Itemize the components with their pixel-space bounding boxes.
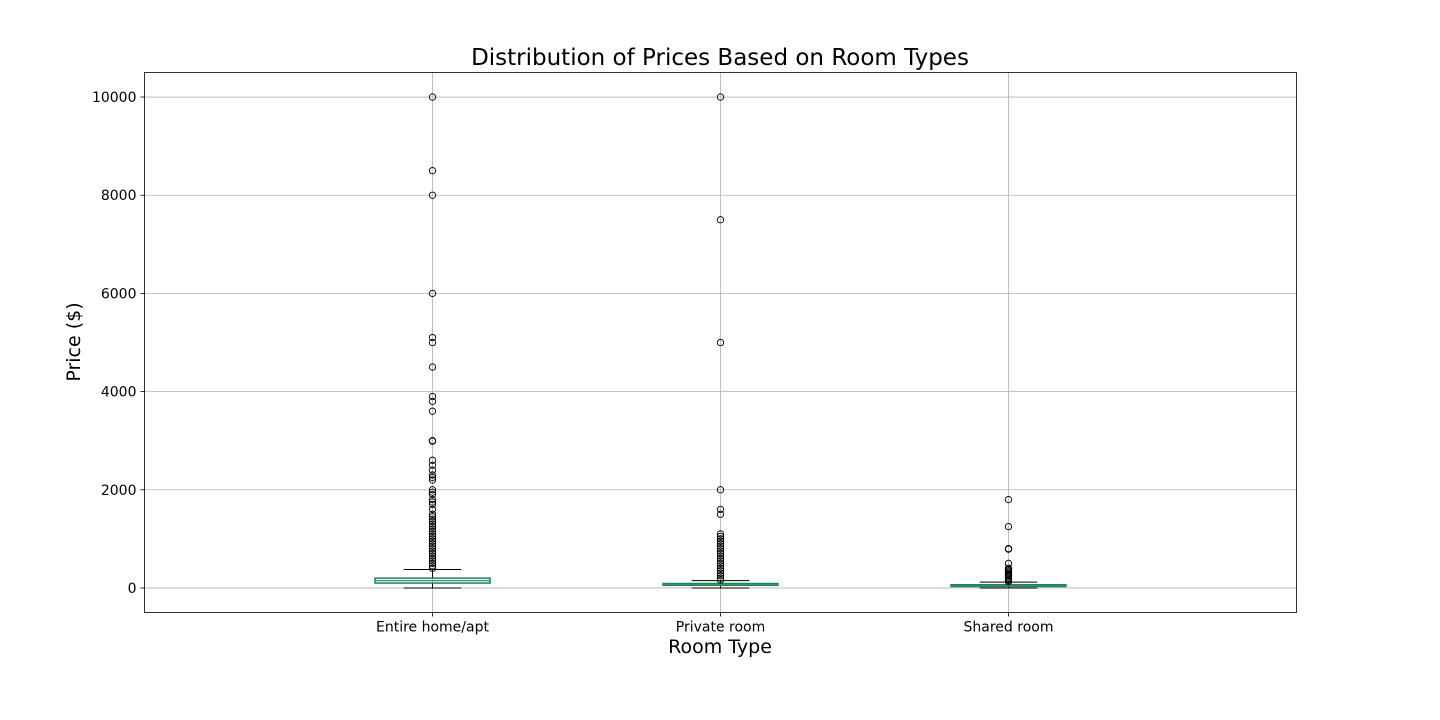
plot-frame <box>144 72 1297 613</box>
outlier-point <box>428 456 437 464</box>
x-tick-label: Private room <box>676 620 765 636</box>
outlier-point <box>428 338 437 347</box>
outlier-point <box>428 547 437 555</box>
outlier-point <box>428 554 437 563</box>
outlier-point <box>428 540 437 548</box>
outlier-point <box>716 216 725 224</box>
outlier-point <box>428 522 437 531</box>
outlier-point <box>428 537 437 545</box>
outlier-point <box>428 500 437 509</box>
axes: 0 2000 4000 6000 8000 10000 Entire home/apt Pri… <box>92 90 1054 635</box>
outlier-point <box>428 486 437 494</box>
outlier-point <box>716 559 725 568</box>
outlier-point <box>716 532 725 541</box>
outlier-point <box>428 392 437 401</box>
outlier-point <box>716 338 725 347</box>
outlier-point <box>428 530 437 538</box>
outlier-point <box>428 397 437 406</box>
outlier-point <box>716 486 725 494</box>
outlier-point <box>716 549 725 558</box>
outlier-point <box>428 471 437 479</box>
y-tick-label: 4000 <box>101 385 137 401</box>
outlier-point <box>428 461 437 469</box>
y-tick-label: 6000 <box>101 286 137 302</box>
y-tick-label: 8000 <box>101 188 137 204</box>
outlier-point <box>428 518 437 526</box>
outlier-point <box>428 407 437 415</box>
box-entire-home-apt <box>374 93 491 589</box>
outlier-point <box>1004 522 1013 531</box>
outlier-point <box>428 505 437 514</box>
outlier-point <box>428 525 437 533</box>
outlier-point <box>428 542 437 550</box>
outlier-point <box>428 564 437 572</box>
outlier-point <box>428 513 437 521</box>
outlier-point <box>716 554 725 563</box>
outlier-point <box>428 515 437 523</box>
outlier-point <box>716 547 725 555</box>
box-shared-room <box>950 495 1067 589</box>
outlier-point <box>1004 545 1013 553</box>
y-tick-label: 10000 <box>92 90 137 106</box>
outlier-point <box>428 495 437 504</box>
outlier-point <box>428 491 437 499</box>
outlier-point <box>428 510 437 518</box>
outlier-point <box>428 473 437 482</box>
outlier-point <box>716 510 725 518</box>
chart-title: Distribution of Prices Based on Room Typ… <box>471 45 969 71</box>
outlier-point <box>716 567 725 575</box>
outlier-point <box>716 505 725 514</box>
outlier-point <box>716 537 725 545</box>
outlier-point <box>716 545 725 553</box>
outlier-point <box>716 552 725 560</box>
outlier-point <box>428 93 437 101</box>
outlier-point <box>428 532 437 541</box>
outlier-point <box>716 574 725 582</box>
outlier-point <box>428 437 437 445</box>
outlier-point <box>428 476 437 484</box>
outlier-point <box>428 562 437 570</box>
grid-lines <box>144 72 1297 613</box>
outlier-point <box>716 557 725 565</box>
outlier-point <box>1004 495 1013 504</box>
outlier-point <box>428 363 437 371</box>
box-plot-series <box>374 93 1067 589</box>
outlier-point <box>428 559 437 568</box>
outlier-point <box>716 562 725 570</box>
outlier-point <box>428 557 437 565</box>
outlier-point <box>428 498 437 506</box>
outlier-point <box>716 540 725 548</box>
outlier-point <box>428 545 437 553</box>
outlier-point <box>716 564 725 572</box>
outlier-point <box>428 527 437 536</box>
outlier-point <box>428 333 437 342</box>
outlier-point <box>716 569 725 577</box>
outlier-point <box>428 191 437 199</box>
y-tick-label: 2000 <box>101 483 137 499</box>
x-axis-label: Room Type <box>668 636 772 658</box>
outlier-point <box>716 93 725 101</box>
box-private-room <box>662 93 779 589</box>
outlier-point <box>428 488 437 496</box>
y-tick-label: 0 <box>128 581 137 597</box>
outlier-point <box>428 552 437 560</box>
outlier-point <box>428 535 437 543</box>
outlier-point <box>716 535 725 543</box>
outlier-point <box>428 289 437 298</box>
outlier-point <box>428 167 437 175</box>
outlier-point <box>1004 577 1013 586</box>
outlier-point <box>428 520 437 528</box>
outlier-point <box>716 576 725 584</box>
x-tick-label: Shared room <box>964 620 1054 636</box>
outlier-point <box>716 542 725 550</box>
outlier-point <box>716 572 725 580</box>
outlier-point <box>716 530 725 538</box>
outlier-point <box>428 549 437 558</box>
x-tick-label: Entire home/apt <box>376 620 489 636</box>
outlier-point <box>428 466 437 474</box>
y-axis-label: Price ($) <box>63 302 85 381</box>
